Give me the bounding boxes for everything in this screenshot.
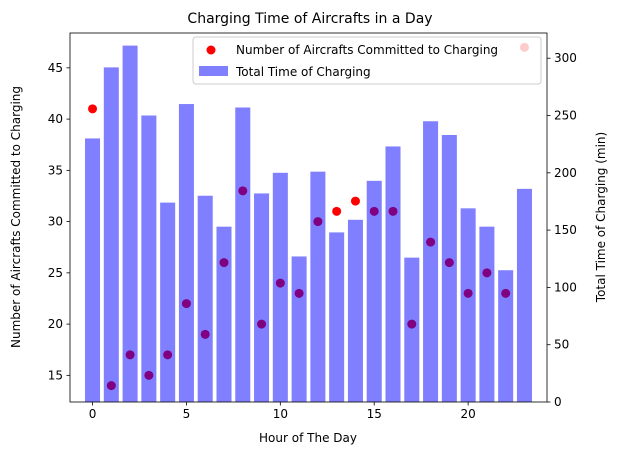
bar-hour-18 xyxy=(423,121,439,402)
y-left-tick-label: 35 xyxy=(48,163,63,177)
bar-hour-10 xyxy=(272,172,288,402)
bar-series xyxy=(85,45,532,403)
bar-hour-23 xyxy=(516,188,532,402)
y-left-tick-label: 40 xyxy=(48,112,63,126)
bar-hour-20 xyxy=(460,208,476,402)
bar-hour-2 xyxy=(122,45,138,402)
legend-marker-bar xyxy=(199,66,228,76)
legend-marker-scatter xyxy=(206,45,216,55)
y-left-tick-label: 30 xyxy=(48,215,63,229)
legend-box xyxy=(192,36,542,85)
y-axis-right-label: Total Time of Charging (min) xyxy=(594,132,608,303)
bar-hour-17 xyxy=(404,257,420,402)
y-left-tick-label: 25 xyxy=(48,266,63,280)
bar-hour-7 xyxy=(216,226,232,402)
x-tick-label: 10 xyxy=(273,407,288,421)
point-hour-0 xyxy=(88,104,98,114)
x-tick-label: 20 xyxy=(460,407,475,421)
y-right-tick-label: 250 xyxy=(554,109,577,123)
bar-hour-21 xyxy=(479,226,495,402)
bar-hour-19 xyxy=(441,134,457,403)
bar-hour-9 xyxy=(254,193,270,402)
x-tick-label: 5 xyxy=(183,407,191,421)
bar-hour-14 xyxy=(347,219,363,402)
x-tick-label: 0 xyxy=(89,407,97,421)
bar-hour-0 xyxy=(85,138,101,402)
bar-hour-3 xyxy=(141,115,157,403)
y-left-tick-label: 45 xyxy=(48,61,63,75)
y-right-tick-label: 200 xyxy=(554,166,577,180)
bar-hour-16 xyxy=(385,146,401,402)
y-right-tick-label: 0 xyxy=(554,395,562,409)
bar-hour-13 xyxy=(329,232,345,402)
bar-hour-15 xyxy=(366,180,382,402)
bar-hour-1 xyxy=(103,67,119,403)
y-left-tick-label: 15 xyxy=(48,368,63,382)
bar-hour-5 xyxy=(178,104,194,403)
legend-label-scatter: Number of Aircrafts Committed to Chargin… xyxy=(236,43,498,57)
y-axis-left-label: Number of Aircrafts Committed to Chargin… xyxy=(9,86,23,348)
y-right-tick-label: 50 xyxy=(554,338,569,352)
y-left-tick-label: 20 xyxy=(48,317,63,331)
legend: Number of Aircrafts Committed to Chargin… xyxy=(192,36,542,85)
point-hour-13 xyxy=(332,206,342,216)
x-axis-label: Hour of The Day xyxy=(259,431,357,445)
bar-hour-12 xyxy=(310,171,326,402)
plot-frame xyxy=(69,32,548,403)
bar-hour-8 xyxy=(235,107,251,402)
x-tick-label: 15 xyxy=(367,407,382,421)
chart-title: Charging Time of Aircrafts in a Day xyxy=(187,11,432,27)
point-hour-14 xyxy=(350,196,360,206)
legend-label-bar: Total Time of Charging xyxy=(235,65,371,79)
y-right-tick-label: 150 xyxy=(554,223,577,237)
bar-hour-6 xyxy=(197,195,213,402)
bar-hour-4 xyxy=(160,202,176,402)
y-right-tick-label: 100 xyxy=(554,280,577,294)
x-axis: 0 5 10 15 20 xyxy=(89,402,476,421)
bar-hour-11 xyxy=(291,256,307,402)
y-axis-right: 0 50 100 150 200 250 300 xyxy=(547,51,577,409)
y-axis-left: 15 20 25 30 35 40 45 xyxy=(48,61,70,382)
y-right-tick-label: 300 xyxy=(554,51,577,65)
bar-hour-22 xyxy=(498,270,514,402)
